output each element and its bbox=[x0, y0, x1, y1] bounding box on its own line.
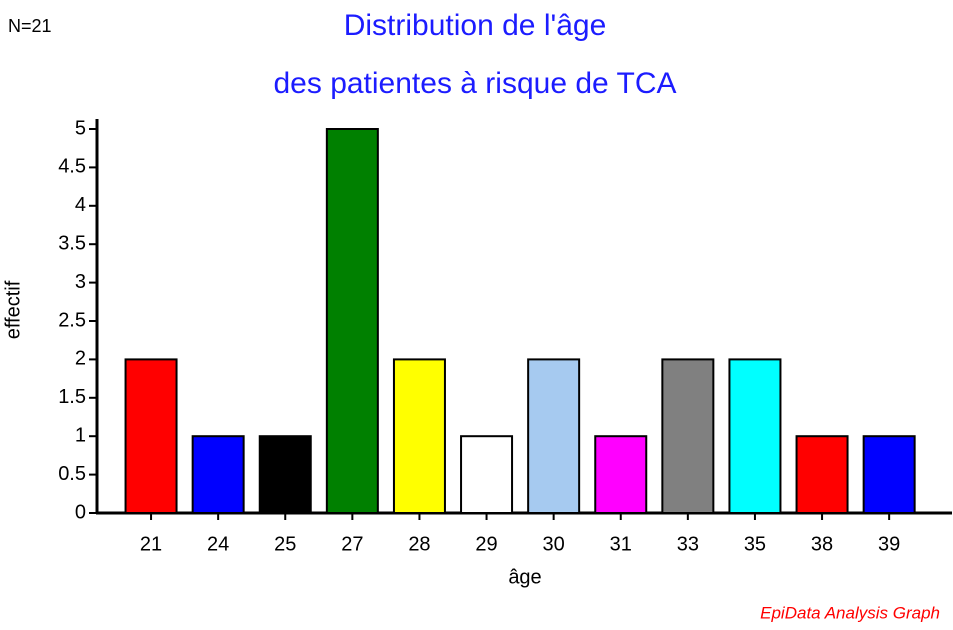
chart-title: Distribution de l'âge bbox=[344, 9, 607, 42]
x-tick-label: 28 bbox=[408, 533, 430, 555]
bar bbox=[728, 358, 782, 514]
bar bbox=[325, 128, 379, 514]
y-axis-label: effectif bbox=[2, 280, 24, 339]
x-tick-label: 31 bbox=[610, 533, 632, 555]
bar bbox=[594, 435, 648, 515]
y-tick-label: 1.5 bbox=[58, 386, 86, 408]
x-tick-label: 33 bbox=[677, 533, 699, 555]
footer: EpiData Analysis Graph bbox=[760, 603, 940, 622]
bar bbox=[661, 358, 715, 514]
bar bbox=[527, 358, 581, 514]
x-tick-label: 30 bbox=[543, 533, 565, 555]
x-tick-label: 24 bbox=[207, 533, 229, 555]
bar bbox=[191, 435, 245, 515]
x-tick-label: 35 bbox=[744, 533, 766, 555]
x-tick-label: 39 bbox=[878, 533, 900, 555]
y-tick-label: 4 bbox=[75, 194, 86, 216]
bar bbox=[124, 358, 178, 514]
y-tick-label: 0 bbox=[75, 501, 86, 523]
annotation: N=21 bbox=[8, 16, 52, 36]
y-tick-label: 2 bbox=[75, 348, 86, 370]
bar bbox=[862, 435, 916, 515]
y-tick-label: 1 bbox=[75, 424, 86, 446]
x-tick-label: 21 bbox=[140, 533, 162, 555]
y-tick-label: 0.5 bbox=[58, 463, 86, 485]
x-tick-label: 27 bbox=[341, 533, 363, 555]
y-tick-label: 4.5 bbox=[58, 156, 86, 178]
chart-title: des patientes à risque de TCA bbox=[273, 67, 676, 100]
x-tick-label: 38 bbox=[811, 533, 833, 555]
x-tick-label: 29 bbox=[475, 533, 497, 555]
bar bbox=[460, 435, 514, 515]
bar bbox=[258, 435, 312, 515]
y-tick-label: 3 bbox=[75, 271, 86, 293]
x-axis-label: âge bbox=[508, 566, 541, 588]
y-tick-label: 2.5 bbox=[58, 309, 86, 331]
y-tick-label: 5 bbox=[75, 117, 86, 139]
bar bbox=[392, 358, 446, 514]
x-tick-label: 25 bbox=[274, 533, 296, 555]
y-tick-label: 3.5 bbox=[58, 232, 86, 254]
bar bbox=[795, 435, 849, 515]
